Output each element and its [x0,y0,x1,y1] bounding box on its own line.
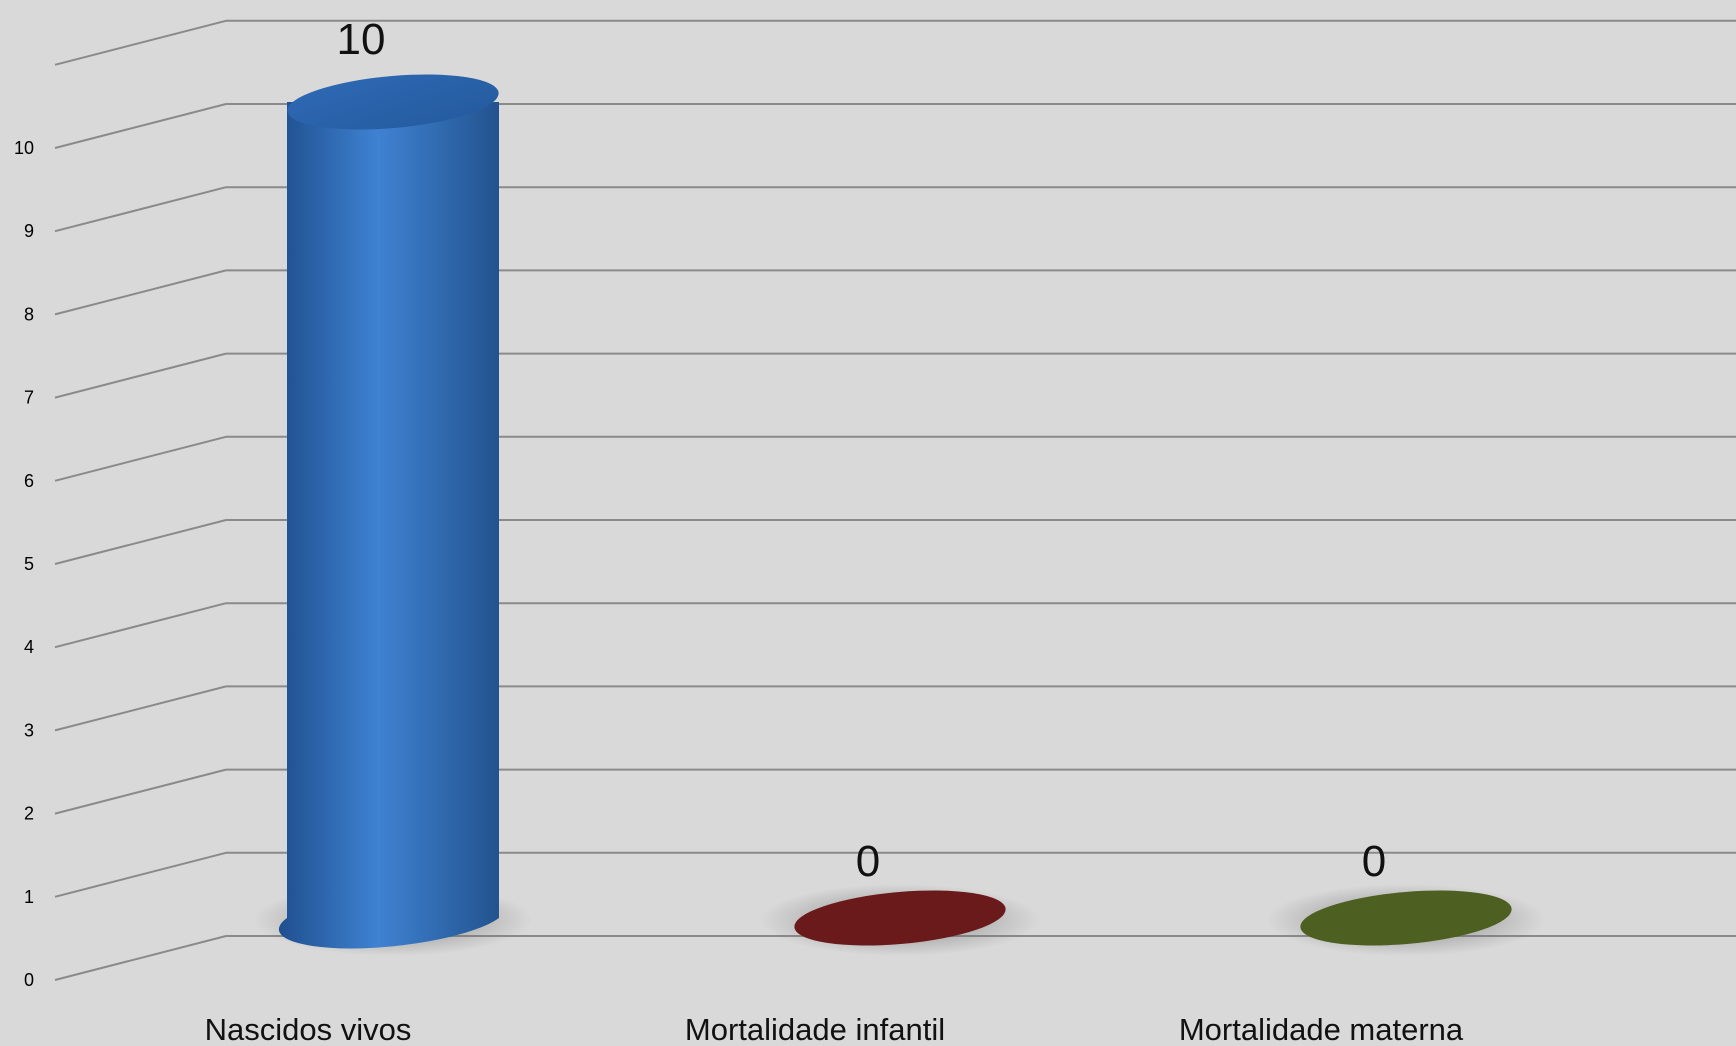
y-tick-label: 4 [24,637,34,657]
y-axis-ticks: 0 1 2 3 4 5 6 7 8 9 10 [14,138,34,990]
data-label-0: 10 [337,15,386,64]
bar-0 [253,74,533,956]
y-tick-label: 1 [24,887,34,907]
gridline-11 [54,19,1736,66]
data-labels: 10 0 0 [337,15,1387,886]
y-tick-label: 10 [14,138,34,158]
x-axis-categories: Nascidos vivos Mortalidade infantil Mortal… [205,1012,1464,1046]
bar-2 [1266,884,1546,956]
data-label-1: 0 [856,837,880,886]
y-tick-label: 7 [24,388,34,408]
y-tick-label: 9 [24,221,34,241]
data-label-2: 0 [1362,837,1386,886]
bars [253,74,1546,956]
y-tick-label: 0 [24,970,34,990]
category-label-1: Mortalidade infantil [685,1012,945,1046]
bar-1 [760,884,1040,956]
y-tick-label: 6 [24,471,34,491]
y-tick-label: 3 [24,720,34,740]
y-tick-label: 2 [24,804,34,824]
y-tick-label: 8 [24,304,34,324]
category-label-0: Nascidos vivos [205,1012,412,1046]
y-tick-label: 5 [24,554,34,574]
category-label-2: Mortalidade materna [1179,1012,1464,1046]
